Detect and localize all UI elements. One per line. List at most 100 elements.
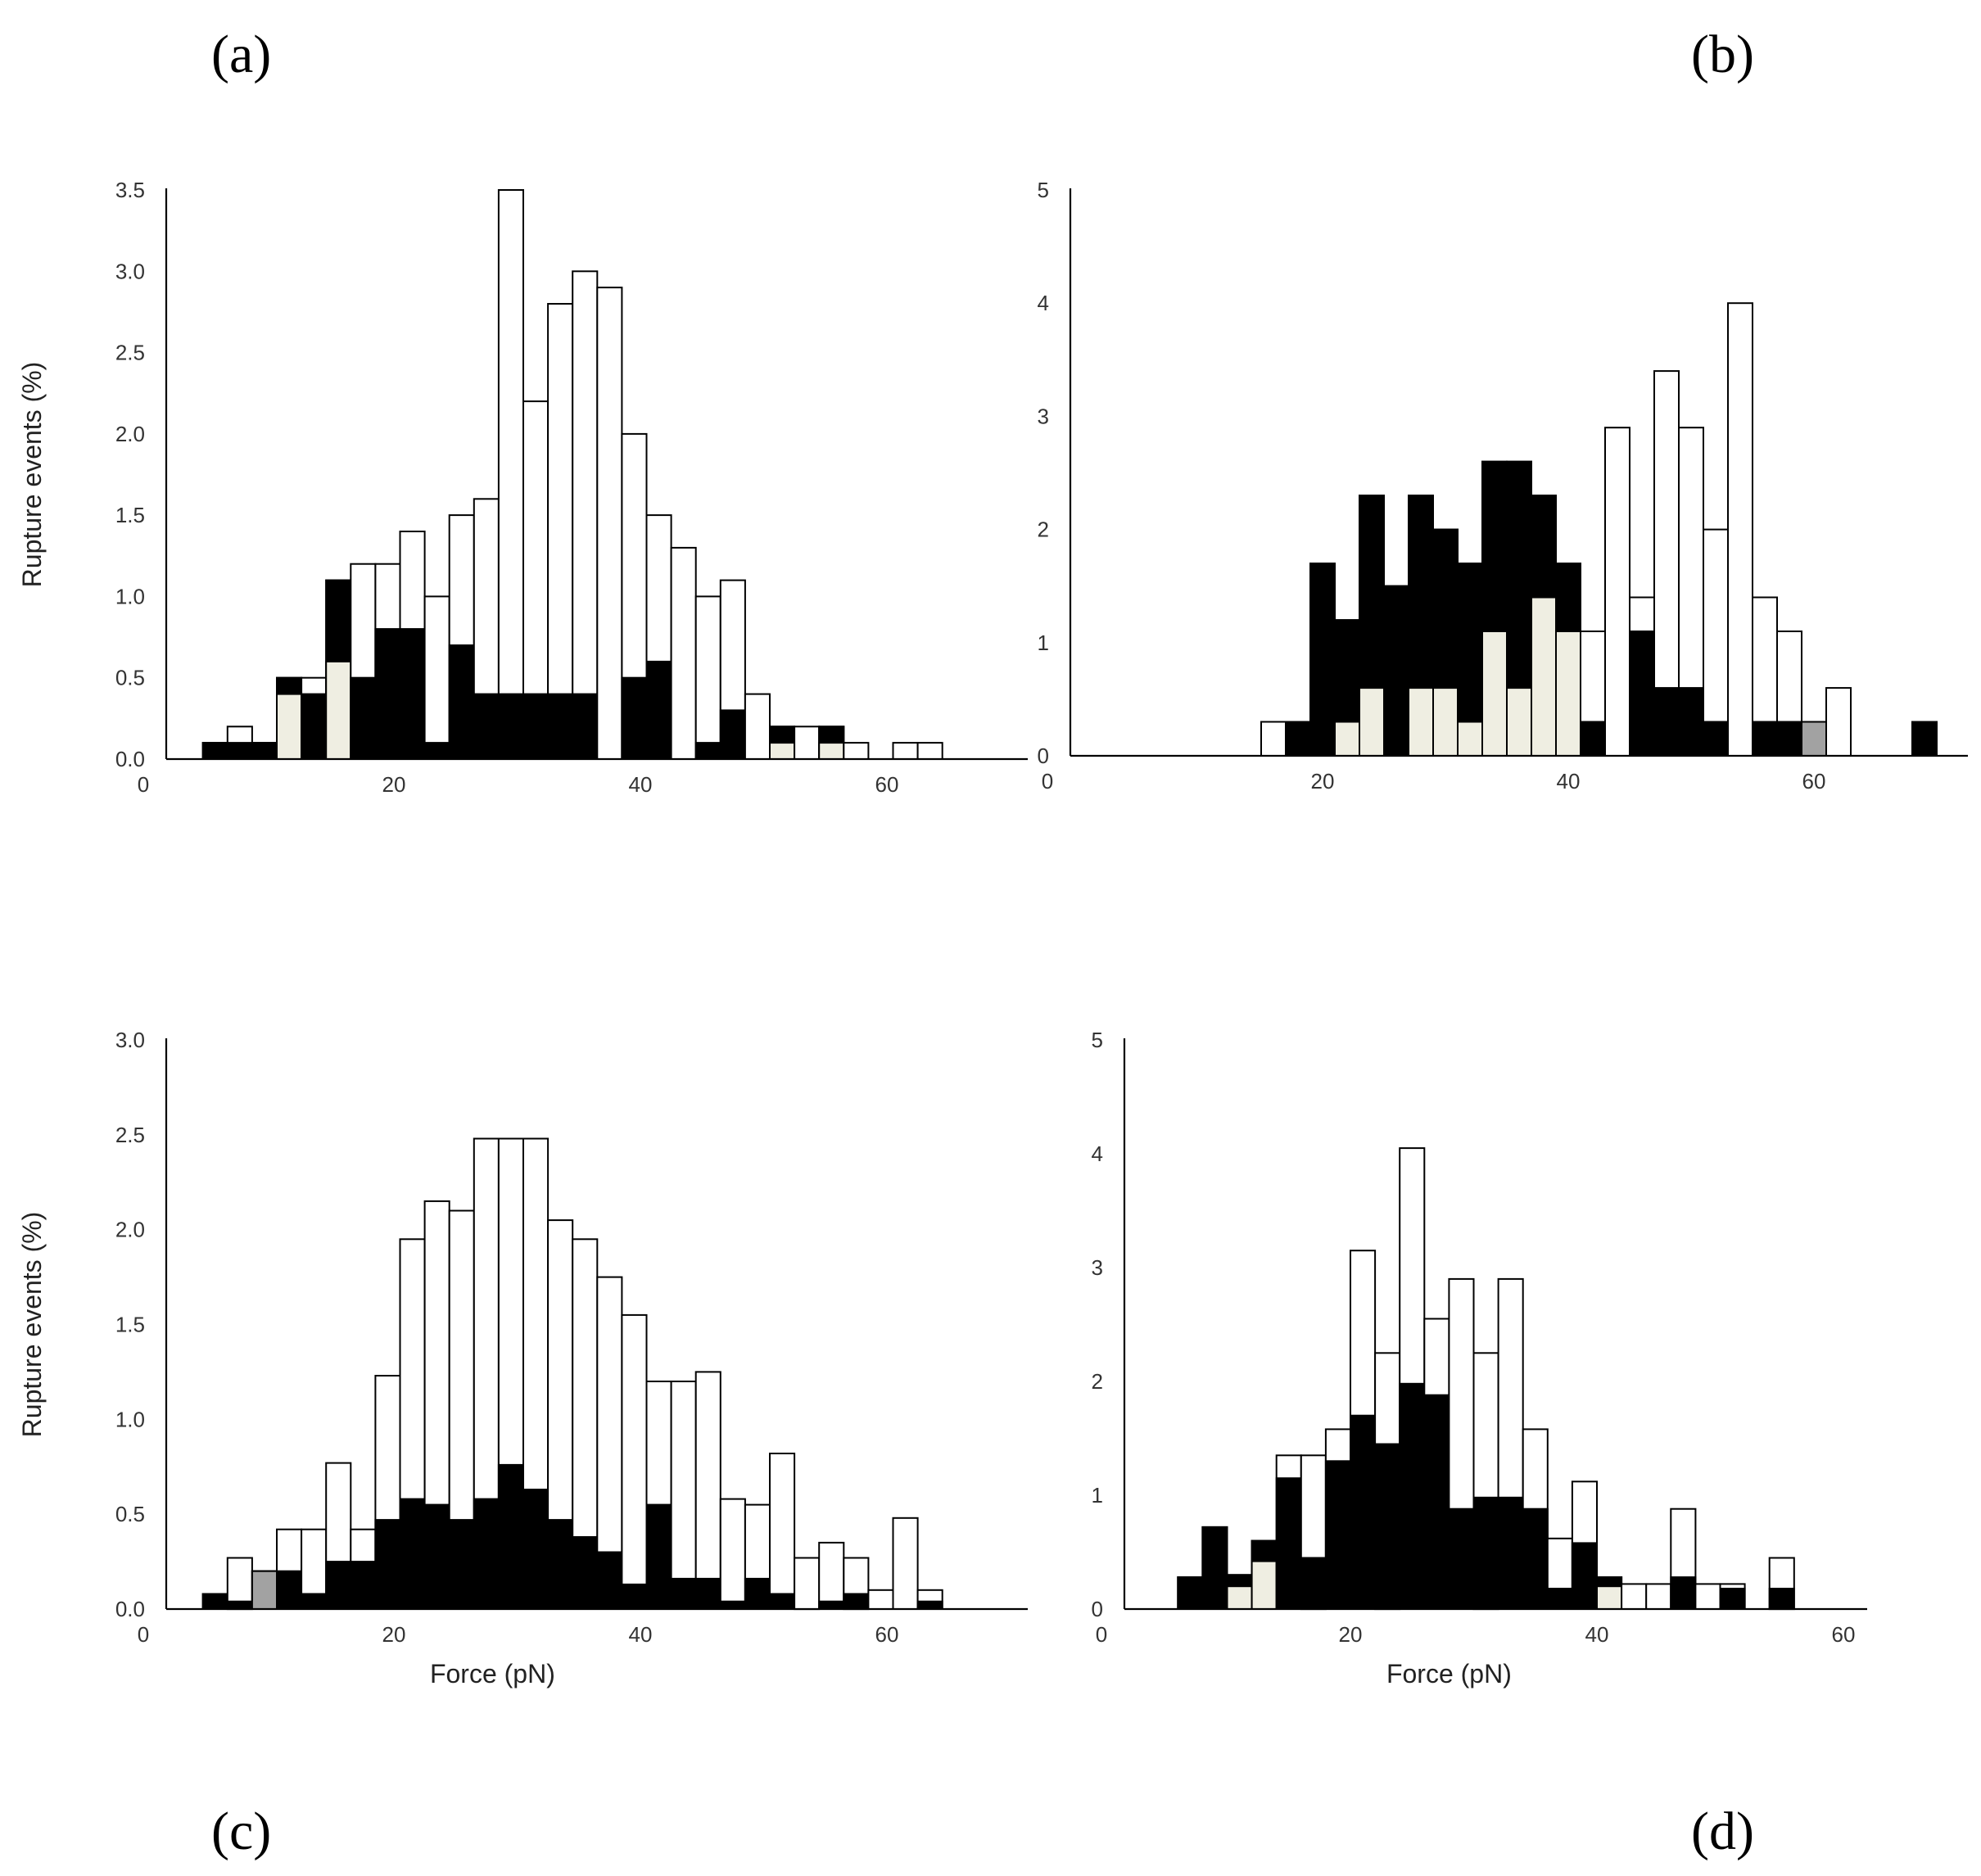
x-tick-label-b-2: 40 [1557, 769, 1581, 793]
y-tick-label-c-6: 3.0 [115, 1028, 145, 1052]
bar-b-0-total [1260, 721, 1287, 757]
bar-c-29-black [916, 1600, 943, 1610]
bar-c-4-black [301, 1593, 328, 1610]
bar-b-3-light [1334, 721, 1360, 757]
bar-a-20-total [694, 595, 721, 761]
y-tick-label-d-5: 5 [1092, 1028, 1103, 1052]
bar-b-22-gray [1801, 721, 1827, 757]
y-tick-label-a-6: 3.0 [115, 259, 145, 283]
bar-d-23-black [1768, 1588, 1795, 1610]
bar-a-8-black [399, 628, 426, 760]
y-tick-label-a-4: 2.0 [115, 422, 145, 446]
bar-b-5-black [1383, 585, 1409, 757]
y-tick-label-c-2: 1.0 [115, 1407, 145, 1431]
bar-d-17-light [1596, 1585, 1623, 1610]
bar-b-1-black [1285, 721, 1311, 757]
x-tick-label-c-2: 40 [629, 1622, 653, 1647]
bar-c-8-black [399, 1498, 426, 1610]
bar-a-20-black [694, 742, 721, 760]
bar-a-9-black [423, 742, 450, 760]
bar-a-14-black [547, 693, 574, 760]
bar-a-0-black [201, 742, 228, 760]
bar-c-6-black [350, 1561, 377, 1610]
bar-b-16-black [1653, 687, 1680, 757]
y-tick-label-a-5: 2.5 [115, 341, 145, 365]
bar-a-15-total [572, 270, 599, 760]
bar-a-2-black [251, 742, 278, 760]
bar-c-13-black [522, 1489, 550, 1610]
bar-d-7-black [1350, 1414, 1377, 1610]
y-tick-label-c-4: 2.0 [115, 1218, 145, 1242]
histogram-panel-b: 0 1 2 3 4 5 0 20 40 60 [1038, 178, 1968, 793]
bar-c-10-black [448, 1519, 475, 1610]
bar-a-28-total [916, 742, 943, 760]
bar-d-22-black [1719, 1588, 1746, 1610]
bar-a-9-total [423, 595, 450, 761]
bar-a-14-total [547, 303, 574, 760]
x-tick-label-b-1: 20 [1311, 769, 1335, 793]
bar-a-17-black [621, 676, 648, 761]
bar-c-28-total [892, 1517, 919, 1611]
bar-c-0-black [201, 1593, 228, 1610]
y-tick-label-d-3: 3 [1092, 1255, 1103, 1280]
bar-d-15-black [1546, 1588, 1573, 1610]
y-axis-title-c: Rupture events (%) [17, 1212, 47, 1438]
bar-b-2-black [1309, 563, 1336, 757]
bar-d-2-light [1226, 1585, 1253, 1610]
bar-d-21-total [1694, 1583, 1721, 1611]
bar-c-20-black [694, 1577, 721, 1611]
bar-b-12-light [1555, 631, 1581, 757]
bar-d-8-black [1374, 1443, 1401, 1610]
bar-c-21-black [719, 1600, 746, 1610]
bar-a-12-total [497, 189, 525, 760]
bar-d-4-black [1275, 1477, 1302, 1610]
bar-c-16-black [596, 1551, 623, 1610]
y-tick-label-d-1: 1 [1092, 1483, 1103, 1508]
bar-a-6-black [350, 676, 377, 761]
x-tick-label-c-3: 60 [875, 1622, 899, 1647]
x-axis-title-c: Force (pN) [430, 1659, 555, 1688]
bar-c-14-black [547, 1519, 574, 1610]
bar-d-1-black [1201, 1526, 1228, 1611]
bar-d-19-total [1645, 1583, 1672, 1611]
bar-c-1-black [226, 1600, 253, 1610]
y-tick-label-b-2: 2 [1038, 518, 1049, 542]
x-tick-label-d-3: 60 [1832, 1622, 1856, 1647]
bar-d-18-total [1621, 1583, 1648, 1611]
bar-a-4-black [301, 693, 328, 760]
bar-c-12-black [497, 1463, 525, 1611]
histogram-panel-c: 0.0 0.5 1.0 1.5 2.0 2.5 3.0 0 20 40 60 Rupture even… [17, 1028, 1028, 1688]
bar-c-1-total [226, 1557, 253, 1611]
bar-a-23-light [769, 742, 796, 760]
bar-b-24-black [1911, 721, 1938, 757]
bar-b-19-total [1727, 302, 1753, 757]
bar-a-5-light [325, 660, 352, 761]
x-tick-label-c-0: 0 [138, 1622, 149, 1647]
y-tick-label-c-0: 0.0 [115, 1597, 145, 1621]
bar-c-26-black [843, 1593, 870, 1610]
bar-c-15-black [572, 1536, 599, 1610]
x-tick-label-b-0: 0 [1042, 769, 1053, 793]
bar-a-18-black [645, 660, 672, 761]
bar-a-27-total [892, 742, 919, 760]
bar-d-10-black [1423, 1394, 1450, 1610]
bar-d-20-black [1670, 1576, 1697, 1610]
bar-c-5-black [325, 1561, 352, 1610]
y-axis-title-a: Rupture events (%) [17, 362, 47, 588]
x-tick-label-b-3: 60 [1802, 769, 1826, 793]
bar-b-10-light [1506, 687, 1532, 757]
x-tick-label-d-0: 0 [1096, 1622, 1107, 1647]
panel-letter-c: (c) [211, 1801, 271, 1861]
bar-b-9-light [1481, 631, 1508, 757]
x-tick-label-a-0: 0 [138, 772, 149, 797]
bar-c-18-black [645, 1503, 672, 1610]
bar-c-9-black [423, 1503, 450, 1610]
y-tick-label-a-1: 0.5 [115, 666, 145, 690]
bar-b-20-black [1752, 721, 1778, 757]
bar-c-19-total [670, 1381, 697, 1610]
y-tick-label-b-4: 4 [1038, 291, 1049, 315]
bar-a-19-total [670, 546, 697, 761]
bar-a-7-black [374, 628, 401, 760]
y-tick-label-c-3: 1.5 [115, 1313, 145, 1337]
